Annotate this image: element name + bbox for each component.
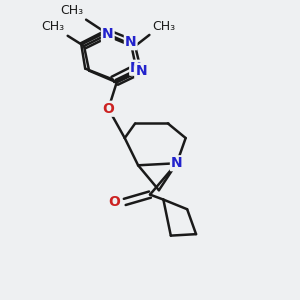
Text: N: N bbox=[135, 64, 147, 78]
Text: N: N bbox=[130, 61, 142, 75]
Text: N: N bbox=[102, 27, 114, 41]
Text: CH₃: CH₃ bbox=[42, 20, 65, 33]
Text: CH₃: CH₃ bbox=[60, 4, 83, 17]
Text: N: N bbox=[171, 156, 183, 170]
Text: O: O bbox=[103, 102, 114, 116]
Text: CH₃: CH₃ bbox=[152, 20, 175, 33]
Text: N: N bbox=[125, 35, 136, 49]
Text: O: O bbox=[108, 195, 120, 209]
